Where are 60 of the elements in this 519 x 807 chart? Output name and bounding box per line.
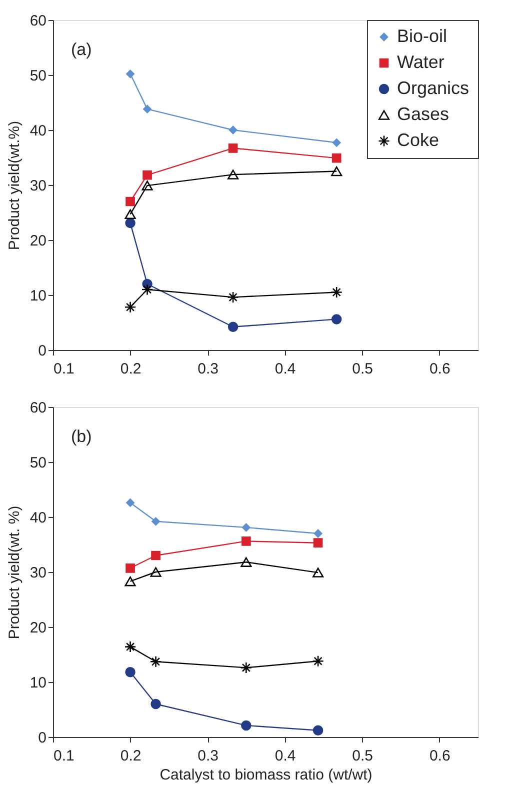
annotation: (b) — [71, 427, 92, 446]
point — [313, 538, 323, 548]
point — [124, 301, 136, 313]
point — [126, 70, 134, 78]
x-tick-label: 0.2 — [120, 748, 142, 764]
point — [331, 314, 342, 324]
point — [332, 138, 341, 147]
point — [242, 536, 251, 546]
point — [150, 656, 162, 668]
point — [312, 568, 324, 578]
point — [330, 286, 342, 298]
legend-label: Coke — [397, 130, 440, 150]
y-tick-label: 50 — [30, 454, 46, 472]
point — [126, 498, 134, 507]
y-tick-label: 10 — [30, 288, 46, 304]
y-axis-title: Product yield(wt. %) — [6, 506, 23, 640]
point — [141, 284, 154, 296]
point — [332, 153, 342, 163]
y-tick-label: 40 — [30, 122, 46, 140]
y-tick-label: 10 — [30, 674, 46, 692]
point — [126, 196, 135, 206]
y-tick-label: 20 — [30, 232, 46, 250]
point — [331, 166, 342, 176]
legend-label: Bio-oil — [397, 26, 448, 46]
point — [125, 666, 136, 678]
y-tick-label: 60 — [30, 12, 46, 30]
annotation: (a) — [71, 40, 92, 59]
point — [240, 662, 252, 674]
y-tick-label: 40 — [30, 510, 46, 526]
point — [312, 725, 324, 736]
y-tick-label: 0 — [38, 342, 46, 360]
y-tick-label: 20 — [30, 620, 46, 636]
x-tick-label: 0.3 — [198, 748, 218, 764]
point — [312, 655, 324, 667]
x-tick-label: 0.2 — [120, 360, 142, 378]
x-tick-label: 0.6 — [429, 360, 450, 378]
y-tick-label: 30 — [30, 564, 46, 582]
x-tick-label: 0.3 — [198, 360, 218, 378]
y-tick-label: 30 — [30, 178, 46, 194]
x-axis-title: Catalyst to biomass ratio (wt/wt) — [160, 766, 372, 784]
x-tick-label: 0.6 — [429, 748, 450, 764]
legend-label: Water — [397, 52, 444, 72]
x-tick-label: 0.4 — [274, 748, 296, 764]
x-tick-label: 0.4 — [274, 360, 296, 378]
point — [124, 209, 136, 220]
x-tick-label: 0.1 — [54, 360, 74, 378]
y-tick-label: 60 — [30, 400, 46, 416]
y-tick-label: 50 — [30, 68, 46, 84]
point — [126, 563, 135, 573]
x-tick-label: 0.1 — [54, 748, 74, 764]
x-tick-label: 0.5 — [352, 748, 374, 764]
point — [227, 291, 239, 304]
x-tick-label: 0.5 — [352, 360, 374, 378]
legend-label: Organics — [397, 78, 470, 98]
legend-label: Gases — [397, 104, 450, 124]
y-tick-label: 0 — [38, 730, 46, 746]
point — [124, 640, 136, 653]
point — [142, 170, 152, 180]
point — [124, 576, 136, 586]
y-axis-title: Product yield(wt.%) — [6, 120, 23, 250]
